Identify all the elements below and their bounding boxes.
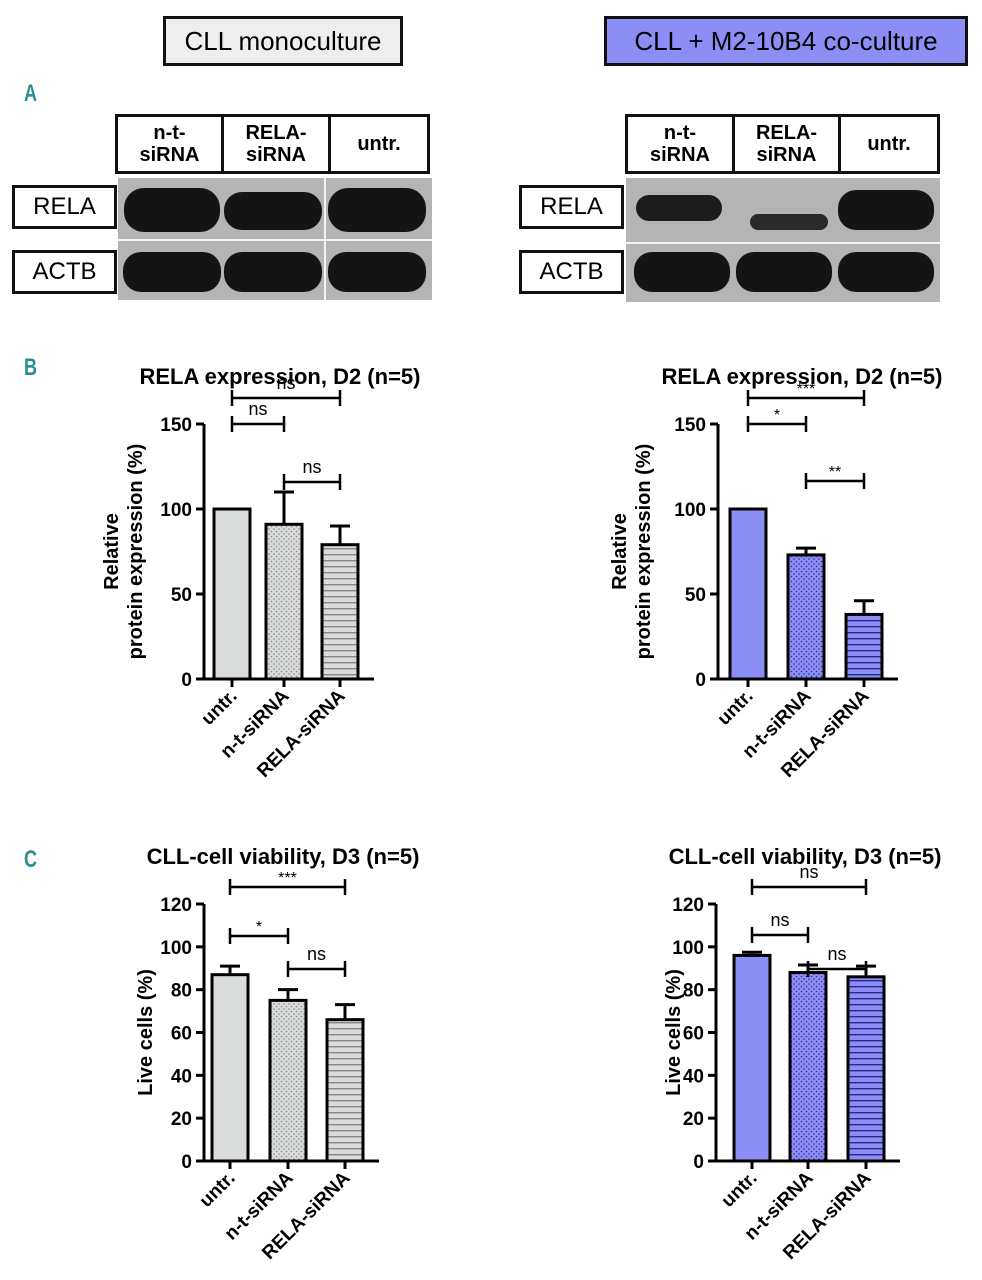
lane-header-untr-co: untr. bbox=[838, 114, 940, 174]
blot-divider-h bbox=[118, 239, 432, 241]
y-axis-label: protein expression (%) bbox=[633, 444, 655, 660]
x-tick-label: untr. bbox=[714, 686, 758, 730]
chart-viability-coculture: CLL-cell viability, D3 (n=5) Live cells (… bbox=[663, 844, 942, 1264]
chart-title: CLL-cell viability, D3 (n=5) bbox=[669, 844, 942, 869]
bar-rela-sirna bbox=[320, 543, 360, 681]
significance-label: ns bbox=[827, 944, 846, 964]
y-axis-label: Live cells (%) bbox=[135, 969, 157, 1096]
row-label-rela-mono: RELA bbox=[12, 185, 117, 229]
y-tick-label: 40 bbox=[171, 1066, 192, 1087]
band-rela-nt-mono bbox=[124, 188, 220, 232]
panel-label-c: C bbox=[24, 846, 38, 873]
y-tick-label: 100 bbox=[160, 500, 192, 521]
lane-header-rela-sirna-co: RELA-siRNA bbox=[732, 114, 841, 174]
chart-title: RELA expression, D2 (n=5) bbox=[140, 364, 421, 389]
y-tick-label: 20 bbox=[171, 1109, 192, 1130]
y-tick-label: 60 bbox=[683, 1024, 704, 1045]
band-actb-untr-co bbox=[838, 252, 934, 292]
band-rela-untr-mono bbox=[328, 188, 426, 232]
significance-label: * bbox=[256, 919, 262, 936]
band-rela-untr-co bbox=[838, 190, 934, 230]
blot-divider-v bbox=[324, 178, 326, 300]
y-tick-label: 0 bbox=[695, 670, 706, 691]
header-coculture: CLL + M2-10B4 co-culture bbox=[604, 16, 968, 66]
y-tick-label: 150 bbox=[160, 415, 192, 436]
significance-label: *** bbox=[797, 381, 816, 398]
bar-n-t-sirna bbox=[786, 553, 826, 681]
bar-untr- bbox=[728, 507, 768, 681]
band-rela-nt-co bbox=[636, 195, 722, 221]
row-label-actb-co: ACTB bbox=[519, 250, 624, 294]
band-actb-nt-mono bbox=[123, 252, 221, 292]
panel-label-a: A bbox=[24, 80, 38, 107]
significance-label: ns bbox=[302, 457, 321, 477]
x-tick-label: untr. bbox=[718, 1168, 762, 1212]
y-tick-label: 60 bbox=[171, 1024, 192, 1045]
lane-header-rela-sirna-mono: RELA-siRNA bbox=[221, 114, 331, 174]
significance-label: ns bbox=[307, 944, 326, 964]
western-blot-monoculture bbox=[118, 178, 432, 300]
bar-untr- bbox=[212, 507, 252, 681]
row-label-rela-co: RELA bbox=[519, 185, 624, 229]
y-tick-label: 50 bbox=[685, 585, 706, 606]
chart-title: RELA expression, D2 (n=5) bbox=[662, 364, 943, 389]
bar-rela-sirna bbox=[846, 975, 886, 1163]
y-tick-label: 0 bbox=[693, 1152, 704, 1173]
western-blot-coculture bbox=[626, 178, 940, 302]
y-tick-label: 0 bbox=[181, 670, 192, 691]
band-rela-rela-mono bbox=[224, 192, 322, 230]
lane-header-nt-sirna-co: n-t-siRNA bbox=[625, 114, 735, 174]
y-axis-label: Live cells (%) bbox=[663, 969, 685, 1096]
chart-viability-monoculture: CLL-cell viability, D3 (n=5) Live cells (… bbox=[135, 844, 420, 1264]
chart-rela-expression-coculture: RELA expression, D2 (n=5) Relative protein… bbox=[609, 364, 943, 782]
bar-n-t-sirna bbox=[788, 971, 828, 1163]
significance-label: ns bbox=[770, 910, 789, 930]
x-tick-label: untr. bbox=[198, 686, 242, 730]
bar-untr- bbox=[732, 953, 772, 1163]
lane-header-untr-mono: untr. bbox=[328, 114, 430, 174]
y-tick-label: 120 bbox=[672, 895, 704, 916]
y-tick-label: 100 bbox=[160, 938, 192, 959]
y-tick-label: 100 bbox=[672, 938, 704, 959]
band-actb-rela-co bbox=[736, 252, 832, 292]
y-axis-label-line1: Relative bbox=[101, 513, 123, 590]
significance-label: ** bbox=[829, 464, 841, 481]
bar-n-t-sirna bbox=[268, 998, 308, 1163]
significance-label: ns bbox=[799, 862, 818, 882]
y-tick-label: 100 bbox=[674, 500, 706, 521]
y-tick-label: 0 bbox=[181, 1152, 192, 1173]
header-monoculture: CLL monoculture bbox=[163, 16, 403, 66]
y-axis-label: protein expression (%) bbox=[125, 444, 147, 660]
bar-rela-sirna bbox=[325, 1018, 365, 1163]
blot-divider-h bbox=[626, 242, 940, 244]
lane-header-nt-sirna-mono: n-t-siRNA bbox=[115, 114, 224, 174]
band-actb-nt-co bbox=[634, 252, 730, 292]
y-axis-label-line1: Relative bbox=[609, 513, 631, 590]
y-tick-label: 80 bbox=[171, 981, 192, 1002]
row-label-actb-mono: ACTB bbox=[12, 250, 117, 294]
chart-rela-expression-monoculture: RELA expression, D2 (n=5) Relative protein… bbox=[101, 364, 421, 782]
significance-label: ns bbox=[276, 373, 295, 393]
y-tick-label: 20 bbox=[683, 1109, 704, 1130]
significance-label: ns bbox=[248, 399, 267, 419]
significance-label: *** bbox=[278, 870, 297, 887]
y-tick-label: 50 bbox=[171, 585, 192, 606]
band-rela-rela-co bbox=[750, 214, 828, 230]
bar-n-t-sirna bbox=[264, 522, 304, 681]
band-actb-rela-mono bbox=[224, 252, 322, 292]
y-tick-label: 80 bbox=[683, 981, 704, 1002]
x-tick-label: untr. bbox=[196, 1168, 240, 1212]
panel-label-b: B bbox=[24, 354, 38, 381]
band-actb-untr-mono bbox=[328, 252, 426, 292]
chart-title: CLL-cell viability, D3 (n=5) bbox=[147, 844, 420, 869]
bar-rela-sirna bbox=[844, 612, 884, 681]
bar-untr- bbox=[210, 973, 250, 1163]
y-tick-label: 120 bbox=[160, 895, 192, 916]
y-tick-label: 150 bbox=[674, 415, 706, 436]
y-tick-label: 40 bbox=[683, 1066, 704, 1087]
significance-label: * bbox=[774, 407, 780, 424]
